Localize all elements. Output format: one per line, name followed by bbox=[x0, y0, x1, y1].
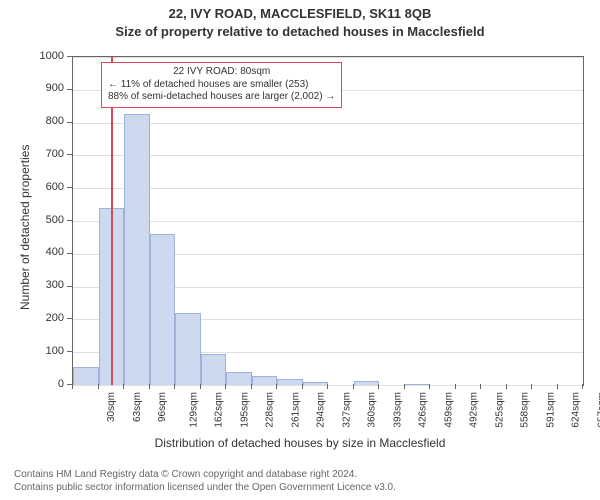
chart-page: { "layout": { "width": 600, "height": 50… bbox=[0, 0, 600, 500]
x-tick-label: 624sqm bbox=[571, 392, 582, 428]
x-tick-label: 228sqm bbox=[265, 392, 276, 428]
y-tick-label: 900 bbox=[24, 82, 64, 94]
y-gridline bbox=[73, 188, 583, 189]
histogram-bar bbox=[354, 381, 380, 385]
y-tick-label: 700 bbox=[24, 148, 64, 160]
histogram-bar bbox=[201, 354, 227, 385]
x-tick bbox=[276, 384, 277, 389]
x-tick-label: 360sqm bbox=[367, 392, 378, 428]
x-tick-label: 162sqm bbox=[214, 392, 225, 428]
x-tick bbox=[251, 384, 252, 389]
x-tick-label: 426sqm bbox=[418, 392, 429, 428]
y-gridline bbox=[73, 155, 583, 156]
y-tick bbox=[67, 286, 72, 287]
y-gridline bbox=[73, 123, 583, 124]
histogram-bar bbox=[277, 379, 303, 385]
y-tick-label: 1000 bbox=[24, 50, 64, 62]
annotation-box: 22 IVY ROAD: 80sqm← 11% of detached hous… bbox=[101, 62, 342, 108]
x-tick bbox=[98, 384, 99, 389]
x-tick bbox=[506, 384, 507, 389]
x-tick bbox=[557, 384, 558, 389]
y-tick-label: 0 bbox=[24, 378, 64, 390]
y-tick bbox=[67, 318, 72, 319]
y-tick bbox=[67, 351, 72, 352]
histogram-bar bbox=[150, 234, 176, 385]
annotation-line: 22 IVY ROAD: 80sqm bbox=[108, 66, 335, 79]
x-tick bbox=[531, 384, 532, 389]
x-tick-label: 492sqm bbox=[469, 392, 480, 428]
y-tick-label: 300 bbox=[24, 279, 64, 291]
y-gridline bbox=[73, 221, 583, 222]
histogram-bar bbox=[226, 372, 252, 385]
x-tick-label: 525sqm bbox=[494, 392, 505, 428]
x-tick bbox=[123, 384, 124, 389]
x-tick-label: 96sqm bbox=[157, 392, 168, 422]
histogram-bar bbox=[73, 367, 99, 385]
x-tick-label: 657sqm bbox=[596, 392, 600, 428]
x-tick bbox=[353, 384, 354, 389]
y-tick bbox=[67, 187, 72, 188]
chart-title-sub: Size of property relative to detached ho… bbox=[0, 24, 600, 39]
y-tick-label: 500 bbox=[24, 214, 64, 226]
x-tick-label: 591sqm bbox=[545, 392, 556, 428]
y-gridline bbox=[73, 57, 583, 58]
x-tick-label: 195sqm bbox=[239, 392, 250, 428]
y-tick bbox=[67, 122, 72, 123]
x-tick-label: 294sqm bbox=[316, 392, 327, 428]
y-tick bbox=[67, 89, 72, 90]
footer-line-2: Contains public sector information licen… bbox=[14, 482, 396, 495]
x-tick bbox=[149, 384, 150, 389]
y-tick-label: 800 bbox=[24, 115, 64, 127]
x-tick bbox=[200, 384, 201, 389]
histogram-bar bbox=[303, 382, 329, 385]
y-gridline bbox=[73, 385, 583, 386]
annotation-line: ← 11% of detached houses are smaller (25… bbox=[108, 79, 335, 92]
y-tick-label: 200 bbox=[24, 312, 64, 324]
footer-line-1: Contains HM Land Registry data © Crown c… bbox=[14, 469, 396, 482]
x-tick bbox=[225, 384, 226, 389]
y-tick bbox=[67, 220, 72, 221]
chart-footer: Contains HM Land Registry data © Crown c… bbox=[14, 469, 396, 494]
x-tick-label: 129sqm bbox=[188, 392, 199, 428]
x-tick-label: 261sqm bbox=[290, 392, 301, 428]
x-tick bbox=[302, 384, 303, 389]
x-tick bbox=[327, 384, 328, 389]
histogram-bar bbox=[175, 313, 201, 385]
x-tick-label: 558sqm bbox=[520, 392, 531, 428]
x-tick bbox=[378, 384, 379, 389]
x-tick-label: 393sqm bbox=[392, 392, 403, 428]
y-tick bbox=[67, 56, 72, 57]
x-tick-label: 63sqm bbox=[132, 392, 143, 422]
histogram-bar bbox=[405, 384, 431, 385]
x-tick-label: 327sqm bbox=[341, 392, 352, 428]
x-axis-label: Distribution of detached houses by size … bbox=[0, 436, 600, 450]
plot-area: 22 IVY ROAD: 80sqm← 11% of detached hous… bbox=[72, 56, 584, 386]
x-tick bbox=[582, 384, 583, 389]
x-tick bbox=[72, 384, 73, 389]
annotation-line: 88% of semi-detached houses are larger (… bbox=[108, 91, 335, 104]
x-tick bbox=[429, 384, 430, 389]
x-tick bbox=[174, 384, 175, 389]
y-tick-label: 100 bbox=[24, 345, 64, 357]
x-tick-label: 459sqm bbox=[443, 392, 454, 428]
x-tick-label: 30sqm bbox=[106, 392, 117, 422]
y-tick-label: 600 bbox=[24, 181, 64, 193]
x-tick bbox=[480, 384, 481, 389]
histogram-bar bbox=[252, 376, 278, 385]
y-tick bbox=[67, 154, 72, 155]
chart-title-main: 22, IVY ROAD, MACCLESFIELD, SK11 8QB bbox=[0, 6, 600, 21]
y-tick bbox=[67, 253, 72, 254]
x-tick bbox=[404, 384, 405, 389]
histogram-bar bbox=[124, 114, 150, 385]
x-tick bbox=[455, 384, 456, 389]
y-tick-label: 400 bbox=[24, 246, 64, 258]
